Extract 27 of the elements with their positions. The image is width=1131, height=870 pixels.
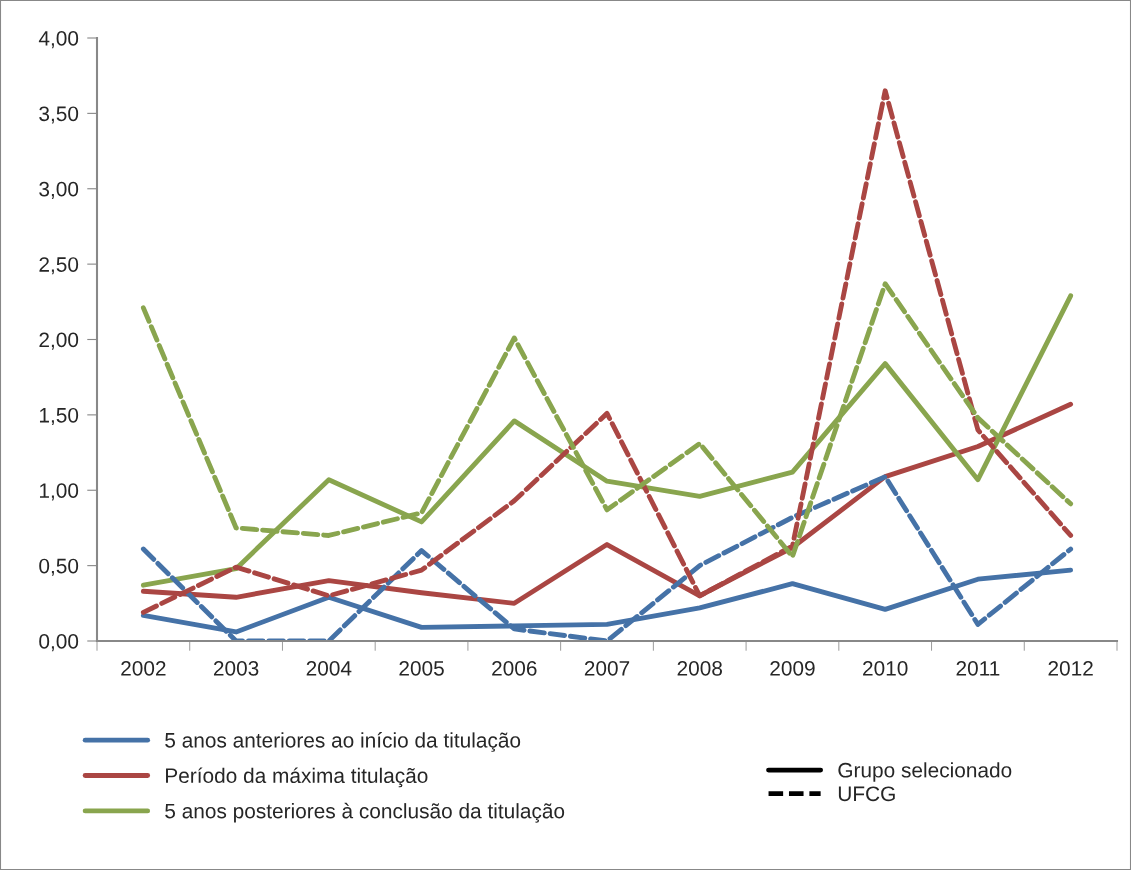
x-tick-label: 2002	[121, 660, 166, 676]
text: Grupo selecionado	[838, 762, 1012, 782]
x-tick-label: 2012	[1048, 660, 1093, 676]
y-tick-label: 1,50	[39, 407, 79, 426]
legend-label: 5 anos posteriores à conclusão da titulação	[165, 802, 565, 823]
y-tick-label: 0,50	[39, 558, 79, 576]
y-tick-label: 4,00	[38, 31, 79, 49]
x-tick-label: 2010	[863, 660, 908, 676]
x-tick-label: 2007	[584, 660, 630, 676]
y-tick-label: 3,00	[39, 181, 79, 199]
text: UFCG	[838, 786, 895, 802]
legend-label: Período da máxima titulação	[166, 767, 428, 788]
y-tick-label: 3,50	[39, 106, 79, 124]
x-tick-label: 2003	[213, 660, 259, 676]
x-tick-label: 2004	[306, 660, 352, 676]
x-tick-label: 2009	[770, 660, 815, 676]
x-tick-label: 2006	[492, 660, 537, 676]
legend-label: 5 anos anteriores ao início da titulação	[165, 732, 521, 752]
line-series	[140, 88, 1074, 615]
y-tick-label: 2,00	[39, 332, 79, 350]
x-tick-label: 2008	[677, 660, 722, 676]
x-tick-label: 2005	[399, 660, 444, 676]
y-tick-label: 0,00	[39, 634, 79, 652]
x-tick-label: 2011	[956, 660, 1000, 676]
y-tick-label: 2,50	[39, 257, 79, 275]
line-series	[140, 474, 1074, 641]
y-tick-label: 1,00	[39, 483, 79, 501]
